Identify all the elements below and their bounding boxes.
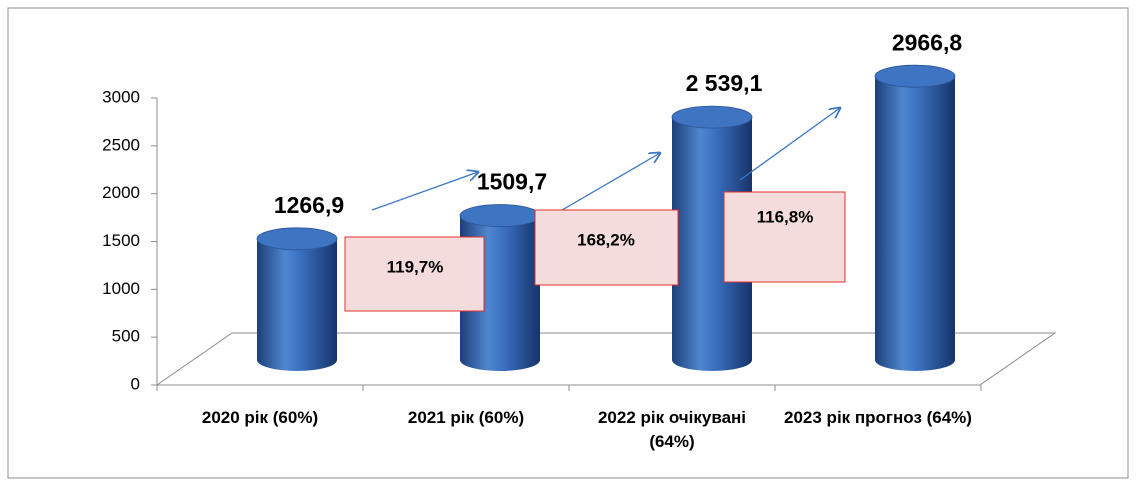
- y-tick-label: 0: [131, 374, 140, 393]
- value-label: 1509,7: [477, 169, 547, 195]
- y-tick-label: 1500: [102, 231, 140, 250]
- x-tick-label: 2023 рік прогноз (64%): [784, 408, 972, 427]
- y-tick-label: 2000: [102, 183, 140, 202]
- y-tick-label: 2500: [102, 135, 140, 154]
- bar-top: [256, 227, 338, 251]
- y-tick-label: 1000: [102, 279, 140, 298]
- arrow: [371, 172, 478, 211]
- bar: [672, 117, 752, 371]
- growth-box: [723, 191, 846, 283]
- growth-label: 116,8%: [757, 207, 814, 226]
- value-label: 2966,8: [892, 29, 963, 55]
- growth-box: [344, 236, 485, 312]
- growth-box: [534, 209, 679, 286]
- bar-top: [874, 64, 956, 88]
- bar: [875, 76, 955, 371]
- bar-top: [459, 204, 541, 227]
- y-tick-label: 500: [112, 327, 140, 346]
- x-tick-label: 2021 рік (60%): [407, 408, 525, 427]
- bar-top: [671, 105, 753, 129]
- x-tick-label: 2020 рік (60%): [201, 408, 319, 427]
- growth-label: 168,2%: [577, 230, 635, 249]
- arrow: [544, 153, 660, 221]
- x-tick-label: 2022 рік очікувані (64%): [597, 408, 747, 451]
- bar: [257, 238, 337, 371]
- arrow: [739, 108, 840, 181]
- value-label: 2 539,1: [686, 70, 763, 96]
- arrows: [371, 108, 840, 221]
- value-label: 1266,9: [274, 192, 344, 218]
- growth-label: 119,7%: [387, 257, 444, 276]
- y-tick-label: 3000: [102, 87, 140, 106]
